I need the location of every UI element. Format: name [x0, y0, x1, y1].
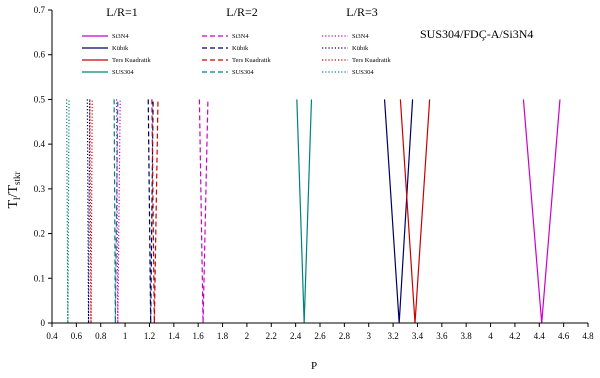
x-tick-label: 1.8	[217, 331, 229, 341]
x-tick-label: 4.4	[534, 331, 546, 341]
legend-group-title: L/R=2	[226, 5, 257, 19]
legend-entry-label: Kübik	[232, 45, 249, 52]
y-axis-label-sep: /T	[6, 185, 21, 198]
x-tick-label: 1.2	[144, 331, 155, 341]
legend-entry-label: Si3N4	[352, 33, 369, 40]
series-line-k-bik-group-1	[383, 99, 414, 324]
x-tick-label: 0.4	[46, 331, 58, 341]
plot-area	[66, 99, 561, 324]
x-tick-label: 1.6	[193, 331, 205, 341]
legend-entry-label: Kübik	[352, 45, 369, 52]
legend-entry-label: SUS304	[232, 69, 254, 76]
series-line-k-bik-group-3	[86, 99, 91, 324]
x-tick-label: 1.4	[168, 331, 180, 341]
y-axis-label-main: T	[6, 200, 21, 209]
series-line-ters-kuadratik-group-3	[89, 99, 93, 324]
x-tick-label: 3.4	[412, 331, 424, 341]
series-line-si3n4-group-2	[198, 99, 209, 324]
x-tick-label: 2	[245, 331, 250, 341]
y-axis-label-sub1: l	[12, 197, 22, 200]
y-tick-label: 0.5	[34, 94, 46, 104]
x-tick-label: 3.6	[436, 331, 448, 341]
x-tick-label: 2.4	[290, 331, 302, 341]
x-tick-label: 4	[488, 331, 493, 341]
series-line-sus304-group-3	[66, 99, 70, 324]
y-tick-label: 0.3	[34, 184, 46, 194]
x-tick-label: 0.6	[71, 331, 83, 341]
y-axis-label-sub2: stkr	[12, 171, 22, 185]
legend-entry-label: Ters Kuadratik	[112, 57, 151, 64]
x-tick-label: 2.8	[339, 331, 351, 341]
series-line-sus304-group-2	[113, 99, 119, 324]
x-tick-label: 0.8	[95, 331, 107, 341]
legend-entry-label: SUS304	[352, 69, 374, 76]
series-line-ters-kuadratik-group-1	[399, 99, 431, 324]
x-tick-label: 4.6	[558, 331, 570, 341]
x-tick-label: 4.8	[582, 331, 594, 341]
x-axis-label: P	[311, 360, 317, 372]
x-tick-label: 4.2	[509, 331, 520, 341]
legend: L/R=1 Si3N4 Kübik Ters Kuadratik SUS304 L/R=2…	[82, 5, 391, 76]
x-tick-label: 3.8	[461, 331, 473, 341]
y-tick-label: 0	[41, 318, 46, 328]
series-line-sus304-group-1	[296, 99, 313, 324]
legend-entry-label: Si3N4	[112, 33, 129, 40]
legend-group-title: L/R=3	[346, 5, 377, 19]
legend-entry-label: Ters Kuadratik	[232, 57, 271, 64]
x-tick-label: 1	[123, 331, 128, 341]
y-tick-label: 0.1	[34, 273, 45, 283]
legend-entry-label: Ters Kuadratik	[352, 57, 391, 64]
legend-entry-label: Si3N4	[232, 33, 249, 40]
legend-entry-label: SUS304	[112, 69, 134, 76]
legend-entry-label: Kübik	[112, 45, 129, 52]
series-line-si3n4-group-3	[115, 99, 121, 324]
x-tick-label: 2.2	[266, 331, 277, 341]
y-tick-label: 0.2	[34, 229, 45, 239]
x-tick-label: 3.2	[387, 331, 398, 341]
y-tick-label: 0.7	[34, 5, 46, 15]
chart-title: SUS304/FDÇ-A/Si3N4	[420, 27, 533, 41]
y-axis-label: Tl/Tstkr	[6, 171, 22, 208]
series-line-si3n4-group-1	[522, 99, 561, 324]
x-tick-label: 3	[366, 331, 371, 341]
y-tick-label: 0.4	[34, 139, 46, 149]
y-tick-label: 0.6	[34, 50, 46, 60]
x-tick-label: 2.6	[314, 331, 326, 341]
legend-group-title: L/R=1	[106, 5, 137, 19]
series-line-ters-kuadratik-group-2	[151, 99, 159, 324]
axes: 0.4 0.6 0.8 1 1.2 1.4 1.6 1.8 2 2.2 2.4 2.6 2.8 3 3.2 3…	[34, 5, 594, 341]
